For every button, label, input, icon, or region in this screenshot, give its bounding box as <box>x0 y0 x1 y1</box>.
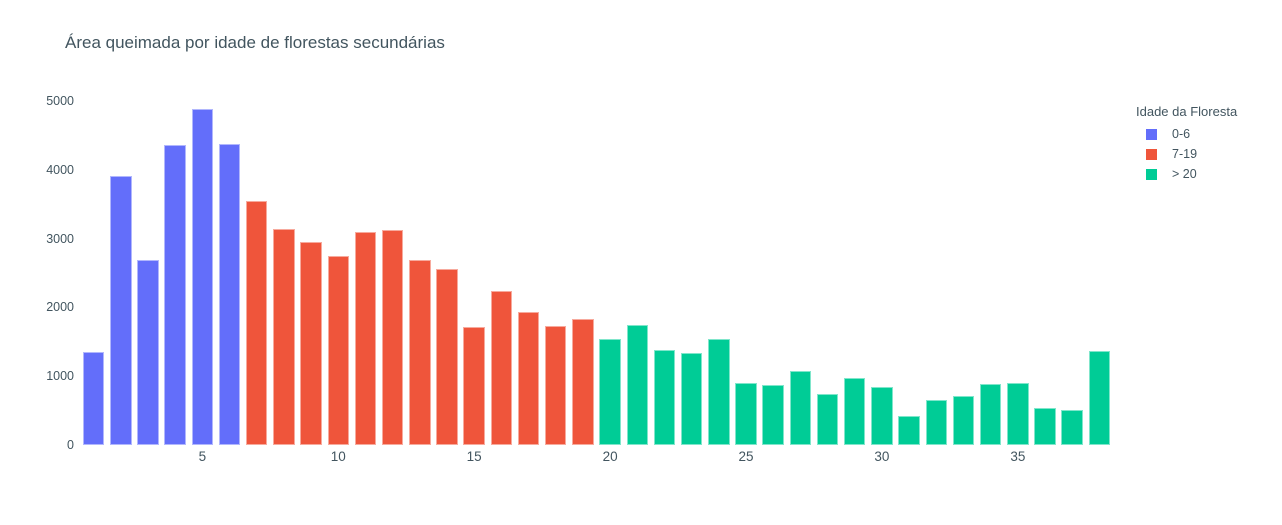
bar[interactable] <box>544 325 567 445</box>
x-tick-label: 5 <box>198 449 207 464</box>
x-tick-label: 15 <box>466 449 482 464</box>
x-tick-label: 10 <box>330 449 346 464</box>
x-tick-label: 30 <box>874 449 890 464</box>
bar[interactable] <box>164 144 186 445</box>
bar[interactable] <box>898 416 920 445</box>
bar[interactable] <box>789 370 812 445</box>
bar[interactable] <box>1061 410 1083 445</box>
bar[interactable] <box>490 291 513 445</box>
legend-item[interactable]: 0-6 <box>1136 124 1237 144</box>
bar[interactable] <box>137 260 159 445</box>
bar[interactable] <box>110 175 132 445</box>
bar[interactable] <box>245 201 268 445</box>
legend-swatch-icon <box>1146 168 1157 180</box>
y-tick-label: 3000 <box>46 231 74 246</box>
bar[interactable] <box>1007 383 1029 445</box>
x-tick-label: 25 <box>738 449 754 464</box>
bar[interactable] <box>273 228 295 445</box>
bar[interactable] <box>680 353 703 445</box>
legend: Idade da Floresta 0-6 7-19 > 20 <box>1136 104 1237 184</box>
bar[interactable] <box>218 143 241 445</box>
x-axis: 5 10 15 20 25 30 35 <box>80 449 1113 469</box>
bar[interactable] <box>735 383 757 445</box>
legend-item[interactable]: > 20 <box>1136 164 1237 184</box>
bar[interactable] <box>762 385 784 445</box>
legend-items: 0-6 7-19 > 20 <box>1136 124 1237 184</box>
legend-title: Idade da Floresta <box>1136 104 1238 119</box>
bar[interactable] <box>708 338 730 445</box>
y-axis: 0 1000 2000 3000 4000 5000 <box>0 88 74 451</box>
legend-item[interactable]: 7-19 <box>1136 144 1237 164</box>
x-tick-label: 20 <box>602 449 618 464</box>
y-tick-label: 2000 <box>46 300 74 315</box>
plot-area <box>80 88 1113 445</box>
x-tick-label: 35 <box>1010 449 1026 464</box>
bar[interactable] <box>82 352 105 445</box>
y-tick-label: 5000 <box>46 94 74 109</box>
y-tick-label: 0 <box>67 437 74 452</box>
bar[interactable] <box>463 326 485 445</box>
bar[interactable] <box>599 339 621 445</box>
bar[interactable] <box>979 383 1002 445</box>
y-tick-label: 4000 <box>46 162 74 177</box>
bar[interactable] <box>327 256 349 445</box>
legend-swatch-icon <box>1146 128 1157 140</box>
bar[interactable] <box>626 324 648 445</box>
bar[interactable] <box>354 232 377 445</box>
bar[interactable] <box>517 311 540 445</box>
bar[interactable] <box>1088 350 1111 445</box>
bar[interactable] <box>844 378 866 445</box>
bar[interactable] <box>572 319 594 445</box>
bar[interactable] <box>1034 407 1056 445</box>
legend-item-label: 7-19 <box>1172 147 1198 161</box>
legend-item-label: > 20 <box>1172 167 1197 181</box>
legend-swatch-icon <box>1146 148 1157 160</box>
bar[interactable] <box>191 108 214 445</box>
bar[interactable] <box>952 396 975 445</box>
y-tick-label: 1000 <box>46 368 74 383</box>
bar[interactable] <box>300 242 322 445</box>
bar[interactable] <box>871 387 893 445</box>
bar[interactable] <box>925 399 948 445</box>
bar[interactable] <box>381 230 404 445</box>
bar[interactable] <box>409 260 431 445</box>
bar[interactable] <box>436 269 458 445</box>
legend-item-label: 0-6 <box>1172 127 1191 141</box>
bar[interactable] <box>653 349 676 445</box>
bar[interactable] <box>816 394 839 445</box>
chart-title: Área queimada por idade de florestas sec… <box>65 33 445 52</box>
